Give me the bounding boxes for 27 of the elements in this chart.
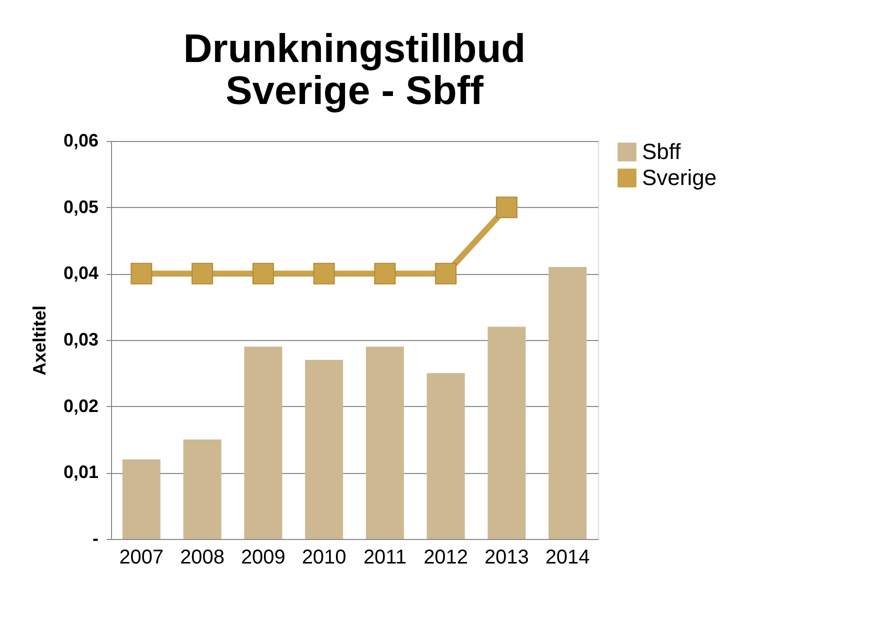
y-tick-label: 0,01	[63, 462, 98, 482]
legend-label: Sbff	[642, 139, 682, 164]
x-tick-label: 2013	[484, 546, 529, 568]
y-tick-label: 0,03	[63, 330, 98, 350]
bar	[122, 459, 160, 539]
x-tick-label: 2014	[545, 546, 590, 568]
bar	[244, 346, 282, 539]
y-tick-label: 0,06	[63, 130, 98, 150]
y-axis-title: Axeltitel	[29, 305, 50, 376]
x-tick-label: 2009	[240, 546, 286, 568]
y-tick-label: 0,04	[63, 263, 98, 284]
y-tick-label: 0,05	[63, 196, 98, 217]
bar	[548, 267, 587, 539]
y-tick-label: 0,02	[63, 396, 98, 416]
bar	[366, 346, 404, 539]
x-tick-label: 2008	[180, 546, 225, 568]
x-tick-label: 2007	[119, 546, 164, 568]
x-tick-label: 2011	[363, 546, 406, 568]
chart-title: Drunkningstillbud Sverige - Sbff	[183, 27, 526, 113]
x-tick-label: 2010	[302, 546, 346, 568]
y-tick-label: -	[92, 528, 98, 548]
legend-label: Sverige	[642, 165, 717, 190]
bar	[305, 360, 344, 539]
bar	[183, 440, 222, 539]
bar	[488, 326, 526, 539]
x-tick-label: 2012	[424, 546, 468, 568]
bar	[426, 373, 465, 539]
